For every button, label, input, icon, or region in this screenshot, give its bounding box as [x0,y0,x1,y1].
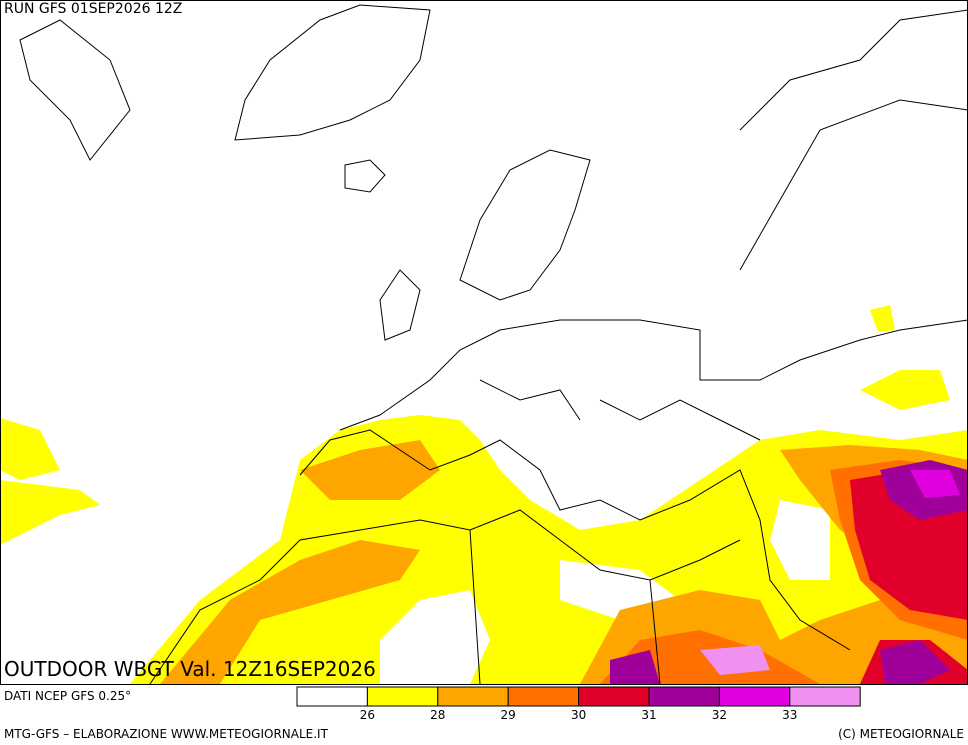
wbgt-area [910,470,960,498]
wbgt-area [770,500,830,580]
run-label: RUN GFS 01SEP2026 12Z [4,1,182,17]
wbgt-area [870,305,895,332]
wbgt-area [700,645,770,675]
legend-swatch [648,686,720,707]
wbgt-area [610,650,660,684]
legend-swatch [718,686,791,707]
legend-swatch [578,686,650,707]
footer-right: (C) METEOGIORNALE [838,727,964,741]
legend-label: 26 [360,708,375,722]
legend-label: 30 [571,708,586,722]
coastlines [19,4,968,685]
legend-swatch [366,686,439,707]
legend-swatch [437,686,509,707]
legend: 26 28 29 30 31 32 33 [296,686,861,722]
legend-label: 33 [782,708,797,722]
wbgt-area [160,540,420,684]
wbgt-area [300,440,440,500]
footer-left: MTG-GFS – ELABORAZIONE WWW.METEOGIORNALE… [4,727,329,741]
legend-swatch [296,686,368,707]
wbgt-area [380,590,490,684]
wbgt-area [880,640,950,684]
wbgt-area [0,480,100,545]
data-source: DATI NCEP GFS 0.25° [4,689,131,703]
wbgt-field [0,305,968,684]
wbgt-area [0,418,60,480]
legend-swatch [507,686,580,707]
legend-label: 29 [501,708,516,722]
legend-label: 28 [430,708,445,722]
legend-label: 31 [641,708,656,722]
legend-swatch [789,686,861,707]
map-title: OUTDOOR WBGT Val. 12Z16SEP2026 [4,657,376,681]
legend-label: 32 [712,708,727,722]
wbgt-area [860,370,950,410]
